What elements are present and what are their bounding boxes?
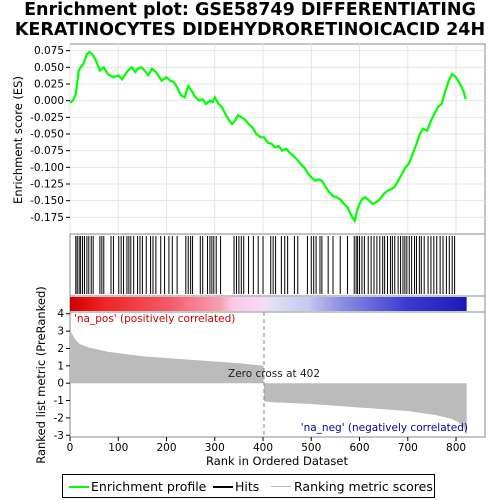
x-tick-label: 500 (301, 442, 321, 454)
enrichment-y-tick-label: 0.000 (34, 95, 64, 107)
metric-y-tick-label: 2 (57, 343, 64, 355)
positive-correlation-label: 'na_pos' (positively correlated) (74, 313, 235, 325)
enrichment-profile-line (69, 50, 467, 224)
enrichment-panel (69, 43, 486, 235)
negative-correlation-label: 'na_neg' (negatively correlated) (301, 422, 468, 434)
enrichment-y-tick-label: -0.125 (30, 179, 64, 191)
enrichment-y-tick-label: 0.050 (34, 62, 64, 74)
legend-enrichment-label: Enrichment profile (91, 479, 207, 494)
x-tick-label: 400 (253, 442, 273, 454)
chart-title: Enrichment plot: GSE58749 DIFFERENTIATIN… (0, 0, 500, 40)
x-tick-label: 600 (350, 442, 370, 454)
hits-panel (69, 233, 486, 297)
enrichment-y-axis-label: Enrichment score (ES) (11, 76, 25, 204)
enrichment-y-tick-label: -0.025 (30, 112, 64, 124)
metric-y-tick-label: -2 (54, 412, 64, 424)
metric-y-tick-label: 0 (57, 378, 64, 390)
legend-metric-label: Ranking metric scores (294, 479, 433, 494)
ranking-metric-area (70, 331, 467, 436)
enrichment-y-tick-label: 0.075 (34, 45, 64, 57)
zero-cross-label: Zero cross at 402 (228, 368, 320, 380)
enrichment-y-tick-label: 0.025 (34, 79, 64, 91)
x-axis-ticks: 0 100 200 300 400 500 600 700 800 (67, 437, 466, 454)
enrichment-gridlines (69, 44, 485, 234)
x-axis-label: Rank in Ordered Dataset (206, 454, 349, 468)
x-tick-label: 0 (67, 442, 74, 454)
metric-y-tick-label: -3 (54, 430, 64, 442)
legend-hits-label: Hits (235, 479, 260, 494)
metric-y-axis-label: Ranked list metric (PreRanked) (34, 286, 48, 464)
chart-title-line-2: KERATINOCYTES DIDEHYDRORETINOICACID 24H (14, 20, 486, 40)
enrichment-y-tick-label: -0.150 (30, 195, 64, 207)
enrichment-y-tick-label: -0.075 (30, 145, 64, 157)
legend: Enrichment profile Hits Ranking metric s… (62, 474, 435, 498)
metric-y-tick-label: 4 (57, 308, 64, 320)
metric-y-tick-label: 3 (57, 326, 64, 338)
enrichment-y-tick-label: -0.100 (30, 162, 64, 174)
legend-metric-swatch (271, 486, 291, 487)
metric-y-ticks: 4 3 2 1 0 -1 -2 -3 (54, 308, 70, 442)
chart-title-line-1: Enrichment plot: GSE58749 DIFFERENTIATIN… (24, 0, 476, 20)
x-tick-label: 300 (205, 442, 225, 454)
enrichment-y-tick-label: -0.175 (30, 212, 64, 224)
legend-enrichment-swatch (69, 486, 89, 488)
hits-markers (75, 236, 456, 294)
x-tick-label: 800 (446, 442, 466, 454)
enrichment-y-ticks: 0.075 0.050 0.025 0.000 -0.025 -0.050 -0.075 -0… (30, 45, 70, 224)
x-tick-label: 200 (156, 442, 176, 454)
metric-y-tick-label: 1 (57, 360, 64, 372)
ranking-color-bar (70, 297, 467, 311)
metric-y-tick-label: -1 (54, 395, 64, 407)
enrichment-y-tick-label: -0.050 (30, 129, 64, 141)
x-tick-label: 700 (398, 442, 418, 454)
x-tick-label: 100 (108, 442, 128, 454)
legend-hits-swatch (213, 486, 233, 488)
